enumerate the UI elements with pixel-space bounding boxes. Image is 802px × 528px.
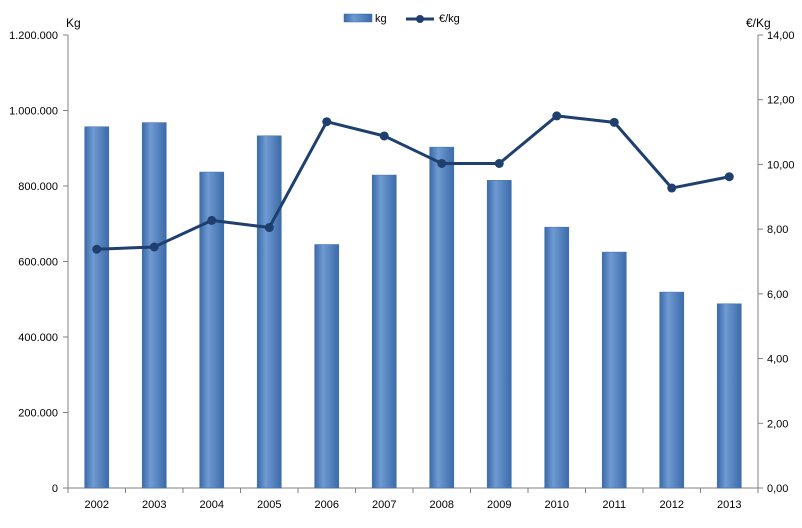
left-tick-label: 0 [52, 483, 58, 495]
bar-2003 [141, 122, 167, 489]
line-point-2013 [724, 172, 734, 182]
line-point-2005 [264, 223, 274, 233]
x-tick-label: 2003 [142, 499, 166, 511]
bar-2013 [716, 303, 742, 489]
bar-2009 [486, 180, 512, 489]
right-tick-label: 10,00 [767, 159, 795, 171]
legend-label-eur-per-kg: €/kg [439, 13, 460, 25]
bar-2012 [659, 291, 685, 489]
line-point-2011 [609, 117, 619, 127]
line-point-2003 [149, 242, 159, 252]
line-point-2006 [322, 117, 332, 127]
legend-label-kg: kg [375, 13, 387, 25]
tick-labels-layer: 0 200.000 400.000 600.000 800.000 1.000.000 1.… [9, 16, 794, 511]
x-tick-label: 2010 [545, 499, 569, 511]
right-tick-label: 6,00 [767, 289, 788, 301]
line-point-2008 [437, 158, 447, 168]
x-tick-label: 2008 [430, 499, 454, 511]
line-point-2002 [92, 244, 102, 254]
left-tick-label: 1.200.000 [9, 30, 58, 42]
axes-layer [63, 34, 763, 493]
left-tick-label: 800.000 [18, 181, 58, 193]
x-tick-label: 2012 [660, 499, 684, 511]
x-tick-label: 2006 [315, 499, 339, 511]
right-tick-label: 2,00 [767, 418, 788, 430]
bar-2008 [429, 146, 455, 489]
right-tick-label: 14,00 [767, 30, 795, 42]
line-point-2004 [207, 215, 217, 225]
x-tick-label: 2007 [372, 499, 396, 511]
right-axis-label: €/Kg [746, 16, 771, 30]
x-tick-label: 2005 [257, 499, 281, 511]
right-tick-label: 12,00 [767, 95, 795, 107]
bar-series-kg [84, 122, 742, 489]
legend-swatch-marker [416, 15, 424, 23]
bar-2002 [84, 126, 110, 489]
right-tick-label: 8,00 [767, 224, 788, 236]
right-tick-label: 0,00 [767, 483, 788, 495]
x-tick-label: 2011 [602, 499, 626, 511]
bar-2005 [256, 135, 282, 489]
legend-swatch-kg [343, 13, 373, 23]
bar-2010 [544, 226, 570, 489]
line-series-eur-per-kg [92, 111, 734, 254]
line-path [96, 114, 730, 251]
legend: kg €/kg [343, 13, 460, 25]
bar-2007 [371, 174, 397, 489]
x-tick-label: 2004 [200, 499, 224, 511]
right-tick-label: 4,00 [767, 354, 788, 366]
left-axis-label: Kg [66, 16, 81, 30]
left-tick-label: 400.000 [18, 332, 58, 344]
line-point-2009 [494, 158, 504, 168]
line-point-2012 [667, 183, 677, 193]
left-tick-label: 200.000 [18, 408, 58, 420]
bar-2011 [601, 251, 627, 489]
left-tick-label: 600.000 [18, 257, 58, 269]
line-point-2007 [379, 131, 389, 141]
x-tick-label: 2013 [717, 499, 741, 511]
left-tick-label: 1.000.000 [9, 106, 58, 118]
bar-2006 [314, 244, 340, 489]
x-tick-label: 2002 [85, 499, 109, 511]
x-tick-label: 2009 [487, 499, 511, 511]
line-point-2010 [552, 111, 562, 121]
